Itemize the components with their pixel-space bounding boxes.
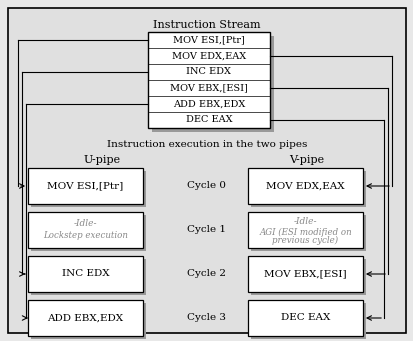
Text: V-pipe: V-pipe: [289, 155, 324, 165]
Text: Cycle 2: Cycle 2: [187, 269, 226, 279]
Text: Cycle 1: Cycle 1: [187, 225, 226, 235]
Bar: [247, 256, 362, 292]
Bar: [31, 303, 146, 339]
Text: Cycle 3: Cycle 3: [187, 313, 226, 323]
Text: MOV ESI,[Ptr]: MOV ESI,[Ptr]: [47, 181, 123, 191]
Text: AGI (ESI modified on: AGI (ESI modified on: [259, 227, 351, 237]
Text: Instruction Stream: Instruction Stream: [153, 20, 260, 30]
Text: U-pipe: U-pipe: [83, 155, 120, 165]
Bar: [250, 171, 365, 207]
Text: previous cycle): previous cycle): [272, 235, 338, 244]
Text: MOV EDX,EAX: MOV EDX,EAX: [171, 51, 246, 60]
Text: Instruction execution in the two pipes: Instruction execution in the two pipes: [107, 140, 306, 149]
Bar: [31, 171, 146, 207]
Text: -Idle-: -Idle-: [293, 218, 316, 226]
Text: MOV EBX,[ESI]: MOV EBX,[ESI]: [170, 84, 247, 92]
Text: -Idle-: -Idle-: [74, 220, 97, 228]
Text: MOV EDX,EAX: MOV EDX,EAX: [266, 181, 344, 191]
Text: MOV EBX,[ESI]: MOV EBX,[ESI]: [263, 269, 346, 279]
Bar: [250, 303, 365, 339]
Text: INC EDX: INC EDX: [186, 68, 231, 76]
Bar: [247, 168, 362, 204]
Bar: [28, 212, 142, 248]
Text: ADD EBX,EDX: ADD EBX,EDX: [47, 313, 123, 323]
Text: INC EDX: INC EDX: [62, 269, 109, 279]
Bar: [152, 36, 273, 132]
Text: ADD EBX,EDX: ADD EBX,EDX: [172, 100, 244, 108]
Text: Cycle 0: Cycle 0: [187, 181, 226, 191]
Bar: [250, 215, 365, 251]
Bar: [31, 259, 146, 295]
Text: Lockstep execution: Lockstep execution: [43, 232, 128, 240]
Bar: [247, 212, 362, 248]
Text: DEC EAX: DEC EAX: [280, 313, 330, 323]
Text: DEC EAX: DEC EAX: [185, 116, 232, 124]
Text: MOV ESI,[Ptr]: MOV ESI,[Ptr]: [173, 35, 244, 44]
Bar: [250, 259, 365, 295]
Bar: [31, 215, 146, 251]
Bar: [28, 300, 142, 336]
Bar: [28, 168, 142, 204]
Bar: [147, 32, 269, 128]
Bar: [28, 256, 142, 292]
Bar: [247, 300, 362, 336]
